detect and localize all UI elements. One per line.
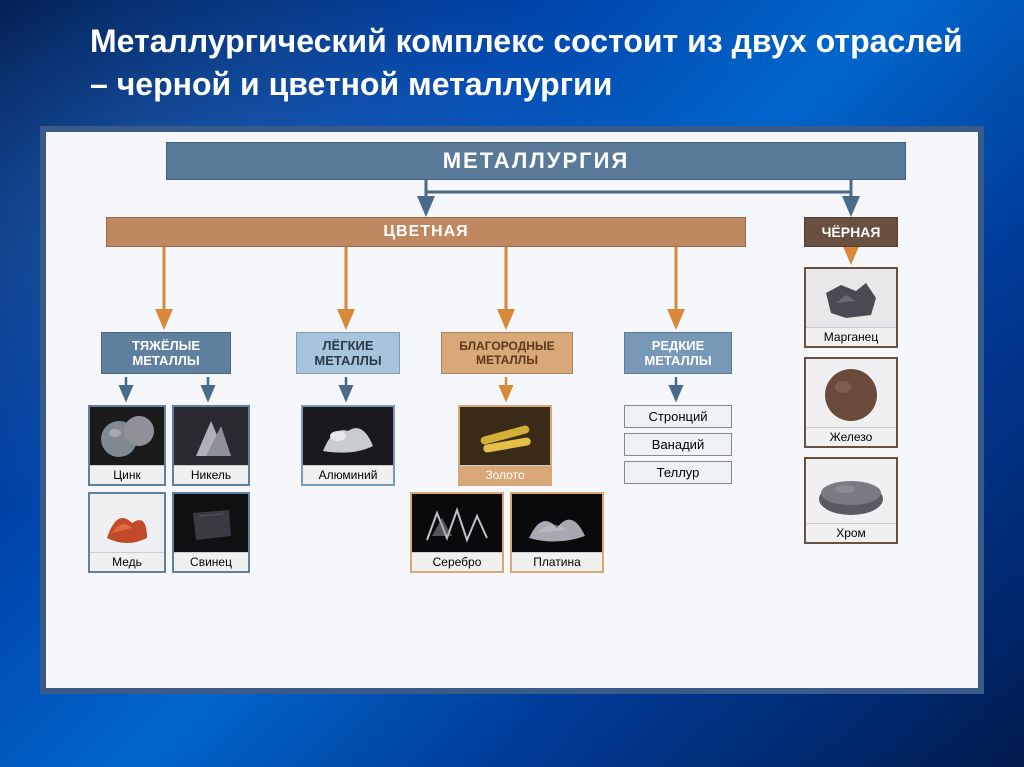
color-branch-label: ЦВЕТНАЯ <box>383 223 468 241</box>
silver-item: Серебро <box>410 492 504 573</box>
nickel-icon <box>174 407 248 465</box>
zinc-item: Цинк <box>88 405 166 486</box>
root-box: МЕТАЛЛУРГИЯ <box>166 142 906 180</box>
root-label: МЕТАЛЛУРГИЯ <box>443 148 630 174</box>
chrome-item: Хром <box>804 457 898 544</box>
heavy-label: ТЯЖЁЛЫЕ МЕТАЛЛЫ <box>102 338 230 369</box>
copper-label: Медь <box>90 552 164 571</box>
silver-icon <box>412 494 502 552</box>
iron-label: Железо <box>806 427 896 446</box>
silver-label: Серебро <box>412 552 502 571</box>
slide-title: Металлургический комплекс состоит из дву… <box>0 0 1024 116</box>
platinum-item: Платина <box>510 492 604 573</box>
iron-icon <box>806 359 896 427</box>
rare-item-0: Стронций <box>624 405 732 428</box>
black-branch-box: ЧЁРНАЯ <box>804 217 898 247</box>
rare-item-2: Теллур <box>624 461 732 484</box>
zinc-icon <box>90 407 164 465</box>
lead-icon <box>174 494 248 552</box>
lead-label: Свинец <box>174 552 248 571</box>
noble-category: БЛАГОРОДНЫЕ МЕТАЛЛЫ <box>441 332 573 374</box>
platinum-label: Платина <box>512 552 602 571</box>
chrome-icon <box>806 459 896 523</box>
chrome-label: Хром <box>806 523 896 542</box>
rare-item-1: Ванадий <box>624 433 732 456</box>
lead-item: Свинец <box>172 492 250 573</box>
color-branch-box: ЦВЕТНАЯ <box>106 217 746 247</box>
gold-item: Золото <box>458 405 552 486</box>
nickel-item: Никель <box>172 405 250 486</box>
rare-category: РЕДКИЕ МЕТАЛЛЫ <box>624 332 732 374</box>
heavy-category: ТЯЖЁЛЫЕ МЕТАЛЛЫ <box>101 332 231 374</box>
manganese-icon <box>806 269 896 327</box>
aluminum-item: Алюминий <box>301 405 395 486</box>
platinum-icon <box>512 494 602 552</box>
noble-label: БЛАГОРОДНЫЕ МЕТАЛЛЫ <box>442 339 572 368</box>
aluminum-icon <box>303 407 393 465</box>
black-branch-label: ЧЁРНАЯ <box>822 224 881 240</box>
zinc-label: Цинк <box>90 465 164 484</box>
aluminum-label: Алюминий <box>303 465 393 484</box>
light-category: ЛЁГКИЕ МЕТАЛЛЫ <box>296 332 400 374</box>
gold-icon <box>460 407 550 465</box>
manganese-item: Марганец <box>804 267 898 348</box>
nickel-label: Никель <box>174 465 248 484</box>
gold-label: Золото <box>460 465 550 484</box>
manganese-label: Марганец <box>806 327 896 346</box>
copper-icon <box>90 494 164 552</box>
diagram-container: МЕТАЛЛУРГИЯ ЦВЕТНАЯ ЧЁРНАЯ ТЯЖЁЛЫЕ МЕТАЛ… <box>40 126 984 694</box>
rare-label: РЕДКИЕ МЕТАЛЛЫ <box>625 338 731 369</box>
copper-item: Медь <box>88 492 166 573</box>
iron-item: Железо <box>804 357 898 448</box>
light-label: ЛЁГКИЕ МЕТАЛЛЫ <box>297 338 399 369</box>
